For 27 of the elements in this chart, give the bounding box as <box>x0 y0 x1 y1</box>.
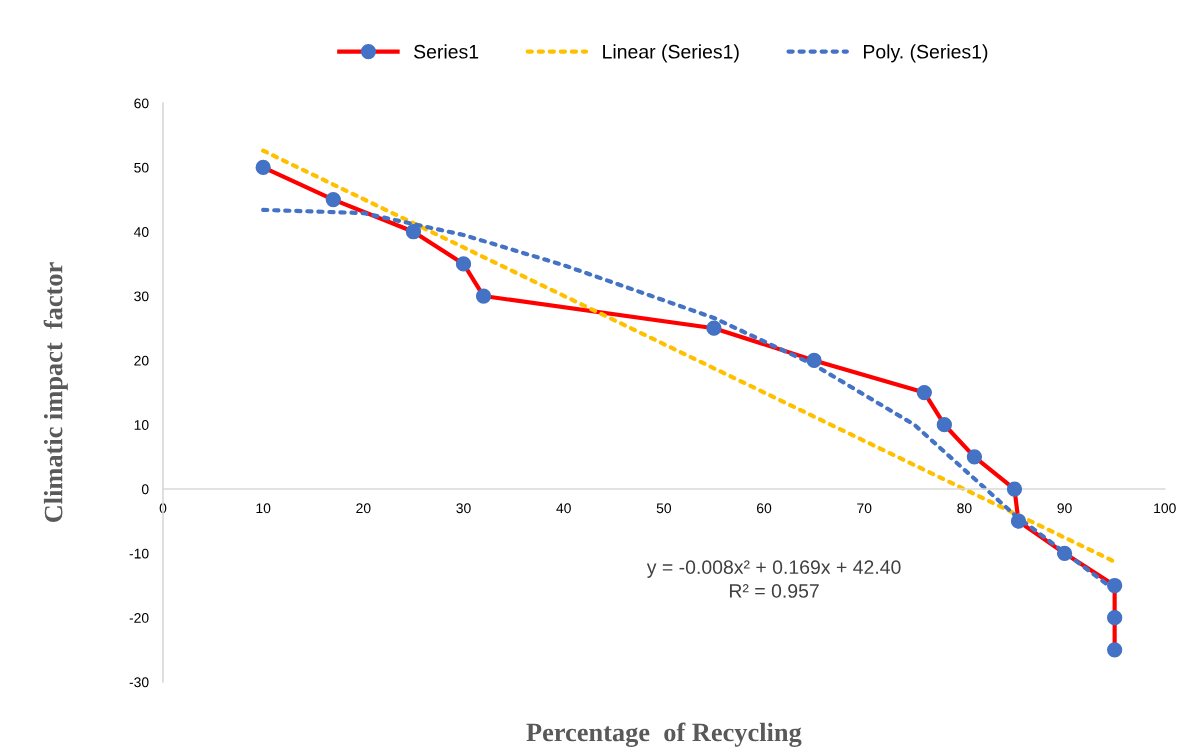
y-tick-label: -30 <box>129 677 149 688</box>
y-tick-label: -20 <box>129 613 149 623</box>
x-tick-label: 20 <box>356 503 371 514</box>
y-tick-label: 30 <box>134 291 149 302</box>
y-tick-label: 20 <box>134 355 149 366</box>
x-tick-label: 50 <box>656 503 672 514</box>
y-tick-label: 10 <box>134 420 149 430</box>
x-tick-label: 80 <box>957 503 972 514</box>
y-tick-label: -10 <box>129 548 149 559</box>
y-axis-title: Climatic impact factor <box>43 262 68 523</box>
legend-label: Poly. (Series1) <box>863 44 988 63</box>
x-tick-label: 10 <box>256 503 271 514</box>
x-axis-title: Percentage of Recycling <box>526 722 802 747</box>
x-tick-label: 0 <box>159 503 167 514</box>
y-tick-label: 40 <box>133 227 149 237</box>
y-tick-label: 0 <box>141 484 149 495</box>
x-tick-label: 60 <box>757 503 772 514</box>
y-tick-label: 50 <box>134 162 149 173</box>
x-tick-label: 30 <box>456 503 471 514</box>
x-tick-label: 70 <box>857 503 872 514</box>
legend-label: Series1 <box>414 44 479 59</box>
x-tick-label: 100 <box>1154 503 1176 514</box>
annotation: y = -0.008x² + 0.169x + 42.40 R² = 0.957 <box>646 560 901 598</box>
legend-label: Linear (Series1) <box>603 44 739 63</box>
x-tick-label: 40 <box>556 503 571 514</box>
x-tick-label: 90 <box>1057 503 1072 514</box>
y-tick-label: 60 <box>134 98 149 109</box>
